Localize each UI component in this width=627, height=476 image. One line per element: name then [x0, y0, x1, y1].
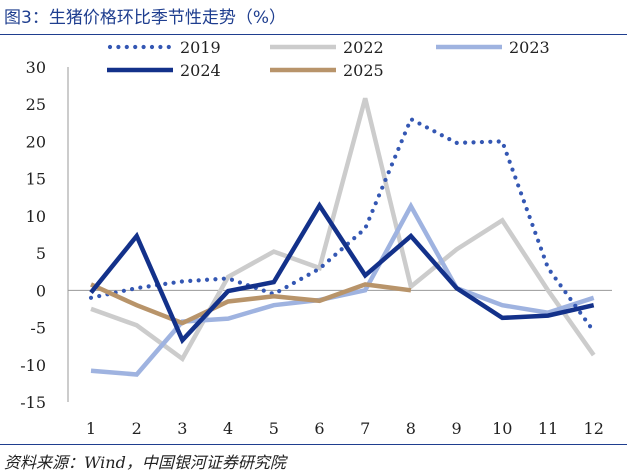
- y-tick-label: 5: [36, 244, 46, 263]
- title-divider: [0, 34, 627, 35]
- legend-label-2023: 2023: [509, 38, 550, 57]
- y-tick-label: -15: [20, 393, 46, 412]
- x-tick-label: 5: [269, 419, 279, 438]
- legend-label-2019: 2019: [180, 38, 221, 57]
- y-tick-label: 15: [26, 170, 46, 189]
- x-tick-label: 9: [452, 419, 462, 438]
- y-tick-label: 10: [26, 207, 46, 226]
- x-tick-label: 11: [538, 419, 558, 438]
- y-tick-label: 20: [26, 132, 46, 151]
- chart-title: 图3：生猪价格环比季节性走势（%）: [4, 8, 286, 28]
- y-tick-label: 0: [36, 281, 46, 300]
- y-tick-label: 30: [26, 58, 46, 77]
- y-tick-label: -10: [20, 356, 46, 375]
- x-tick-label: 2: [132, 419, 142, 438]
- x-tick-label: 8: [406, 419, 416, 438]
- x-tick-label: 7: [360, 419, 370, 438]
- source-note: 资料来源：Wind，中国银河证券研究院: [4, 453, 286, 472]
- x-tick-label: 12: [584, 419, 604, 438]
- x-tick-label: 1: [86, 419, 96, 438]
- series-line-2023: [90, 201, 595, 377]
- y-tick-label: -5: [30, 319, 46, 338]
- series-line-2024: [89, 201, 595, 345]
- x-tick-label: 6: [314, 419, 324, 438]
- legend-label-2024: 2024: [180, 61, 221, 80]
- x-tick-label: 4: [223, 419, 233, 438]
- y-tick-label: 25: [26, 95, 46, 114]
- x-tick-label: 3: [177, 419, 187, 438]
- series-line-2025: [90, 282, 412, 326]
- series-line-2019: [88, 116, 596, 334]
- source-divider: [0, 444, 627, 445]
- legend-label-2022: 2022: [343, 38, 384, 57]
- x-tick-label: 10: [492, 419, 512, 438]
- legend-label-2025: 2025: [343, 61, 384, 80]
- series-line-2022: [90, 97, 596, 363]
- plot-area: [88, 97, 596, 377]
- legend: 2019 2022 2023 2024 2025: [107, 38, 550, 80]
